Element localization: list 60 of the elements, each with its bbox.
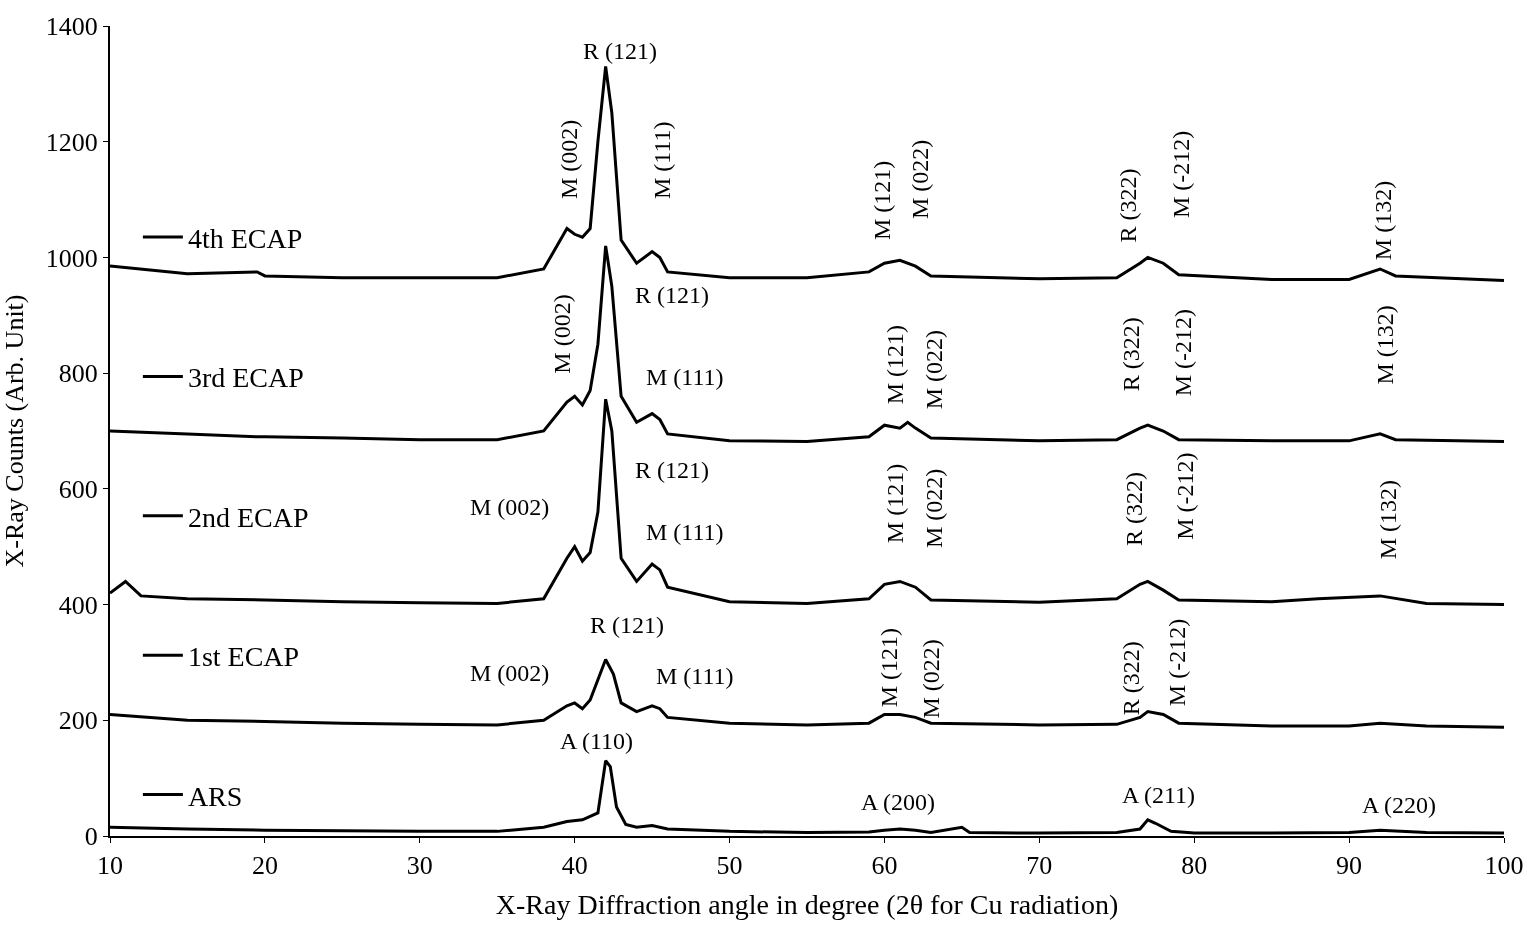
- annotation: M (022): [907, 139, 934, 219]
- y-tick-label: 400: [58, 590, 98, 620]
- annotation: R (322): [1114, 168, 1141, 243]
- annotation: M (132): [1375, 480, 1402, 560]
- annotation: M (132): [1371, 305, 1398, 385]
- x-tick-label: 100: [1484, 851, 1524, 881]
- annotation: M (121): [875, 627, 902, 708]
- annotation: M (132): [1370, 180, 1397, 261]
- x-tick-label: 30: [406, 851, 433, 881]
- y-tick-label: 200: [58, 706, 98, 736]
- legend-label: 4th ECAP: [187, 222, 303, 254]
- x-tick-label: 80: [1181, 851, 1208, 881]
- annotation: R (322): [1120, 471, 1147, 546]
- y-tick-label: 1200: [45, 127, 98, 157]
- legend-label: 3rd ECAP: [187, 362, 304, 394]
- annotation: R (121): [590, 612, 664, 638]
- annotation: M (111): [656, 663, 734, 689]
- annotation: A (211): [1122, 782, 1196, 808]
- annotation: M (111): [648, 121, 675, 200]
- annotation: M (-212): [1167, 130, 1194, 218]
- annotation: M (002): [548, 294, 575, 374]
- y-tick-label: 0: [84, 822, 98, 852]
- annotation: M (022): [918, 639, 945, 719]
- annotation: M (022): [920, 468, 947, 549]
- annotation: M (111): [646, 519, 724, 545]
- annotation: M (002): [555, 119, 582, 200]
- legend-label: 1st ECAP: [187, 641, 300, 673]
- y-tick-label: 800: [58, 359, 98, 389]
- annotation: M (-212): [1172, 452, 1199, 540]
- annotation: R (121): [635, 282, 709, 308]
- annotation: R (121): [635, 457, 709, 483]
- x-tick-label: 60: [871, 851, 898, 881]
- legend-label: ARS: [187, 780, 243, 812]
- x-tick-label: 70: [1026, 851, 1053, 881]
- x-tick-label: 90: [1336, 851, 1363, 881]
- annotation: A (220): [1362, 792, 1436, 818]
- annotation: M (121): [882, 325, 909, 405]
- x-tick-label: 40: [561, 851, 588, 881]
- annotation: M (002): [470, 660, 550, 686]
- annotation: A (110): [560, 728, 634, 754]
- x-tick-label: 10: [97, 851, 123, 881]
- y-axis-title: X-Ray Counts (Arb. Unit): [0, 294, 29, 568]
- annotation: A (200): [861, 789, 935, 815]
- annotation: M (022): [920, 329, 947, 410]
- x-axis-title: X-Ray Diffraction angle in degree (2θ for Cu radiation): [495, 888, 1119, 920]
- x-tick-label: 50: [716, 851, 743, 881]
- legend-label: 2nd ECAP: [187, 501, 309, 533]
- annotation: R (121): [583, 38, 657, 64]
- x-tick-label: 20: [251, 851, 278, 881]
- y-tick-label: 1400: [45, 12, 98, 42]
- annotation: M (002): [470, 494, 550, 520]
- annotation: R (322): [1118, 317, 1145, 392]
- annotation: M (121): [882, 463, 909, 544]
- annotation: M (121): [868, 160, 895, 241]
- annotation: M (-212): [1164, 618, 1191, 707]
- y-tick-label: 600: [58, 474, 98, 504]
- annotation: M (-212): [1170, 308, 1197, 397]
- y-tick-label: 1000: [45, 243, 98, 273]
- annotation: R (322): [1118, 641, 1145, 716]
- annotation: M (111): [646, 364, 724, 390]
